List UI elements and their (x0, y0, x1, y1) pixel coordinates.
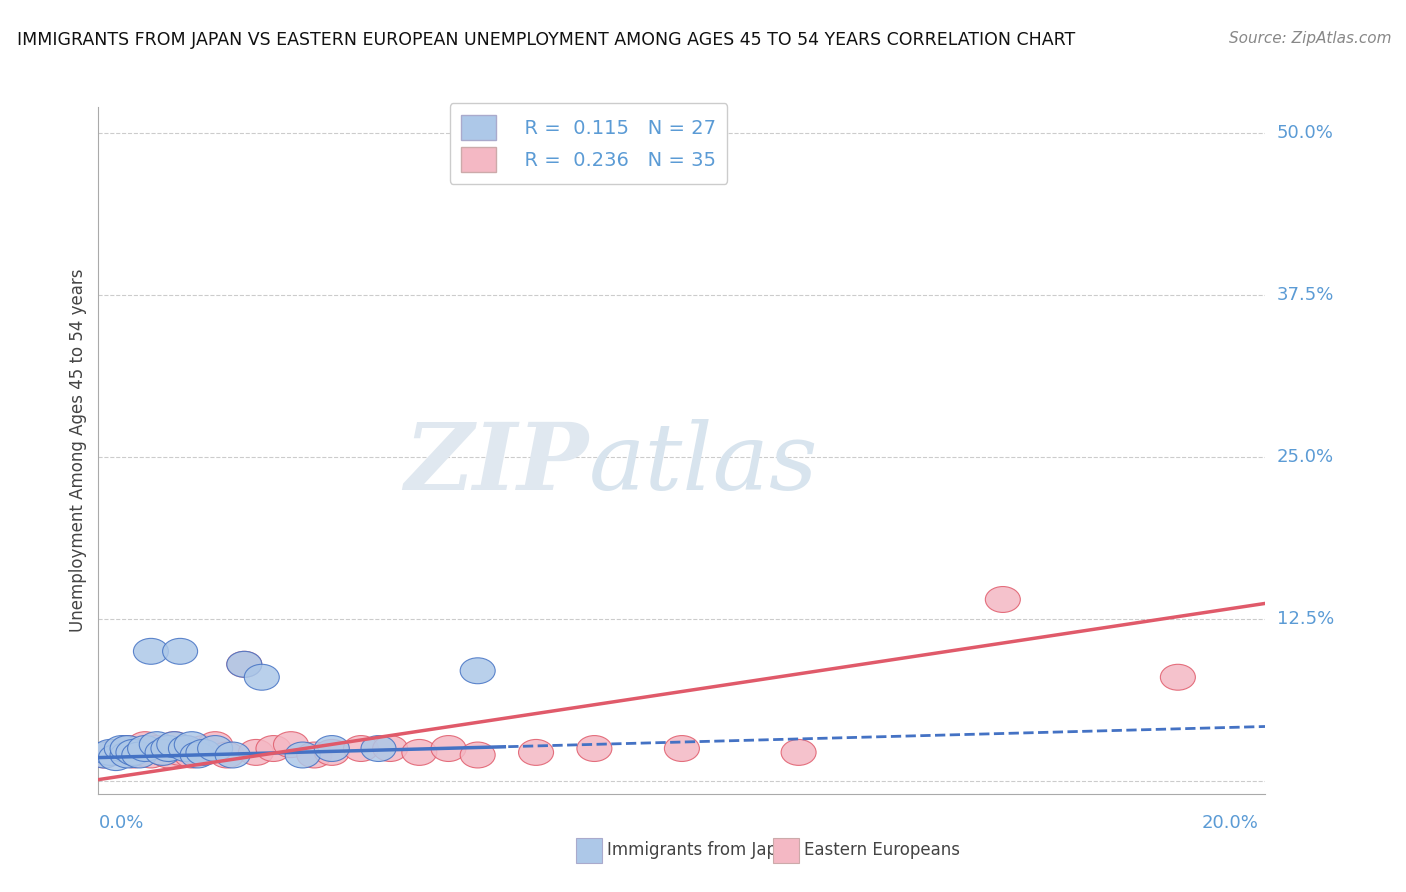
Ellipse shape (87, 742, 122, 768)
Ellipse shape (163, 739, 198, 765)
Ellipse shape (110, 736, 145, 762)
Ellipse shape (402, 739, 437, 765)
Ellipse shape (226, 651, 262, 677)
Ellipse shape (180, 742, 215, 768)
Ellipse shape (98, 745, 134, 771)
Ellipse shape (110, 742, 145, 768)
Y-axis label: Unemployment Among Ages 45 to 54 years: Unemployment Among Ages 45 to 54 years (69, 268, 87, 632)
Ellipse shape (297, 742, 332, 768)
Ellipse shape (115, 739, 150, 765)
Ellipse shape (315, 736, 349, 762)
Ellipse shape (186, 739, 221, 765)
Ellipse shape (110, 736, 145, 762)
Ellipse shape (139, 736, 174, 762)
Ellipse shape (163, 639, 198, 665)
Ellipse shape (274, 731, 308, 757)
Ellipse shape (1160, 665, 1195, 690)
Text: ZIP: ZIP (405, 419, 589, 509)
Ellipse shape (460, 742, 495, 768)
Ellipse shape (519, 739, 554, 765)
Text: Source: ZipAtlas.com: Source: ZipAtlas.com (1229, 31, 1392, 46)
Ellipse shape (150, 742, 186, 768)
Text: Immigrants from Japan: Immigrants from Japan (607, 841, 799, 859)
Ellipse shape (245, 665, 280, 690)
Ellipse shape (180, 739, 215, 765)
Ellipse shape (93, 739, 128, 765)
Ellipse shape (198, 731, 232, 757)
Ellipse shape (373, 736, 408, 762)
Ellipse shape (215, 742, 250, 768)
Ellipse shape (128, 736, 163, 762)
Ellipse shape (226, 651, 262, 677)
Ellipse shape (361, 736, 396, 762)
Text: atlas: atlas (589, 419, 818, 509)
Ellipse shape (665, 736, 699, 762)
Ellipse shape (134, 742, 169, 768)
Ellipse shape (285, 742, 321, 768)
Ellipse shape (87, 742, 122, 768)
Ellipse shape (186, 736, 221, 762)
Text: 50.0%: 50.0% (1277, 124, 1333, 142)
Ellipse shape (460, 657, 495, 684)
Ellipse shape (169, 736, 204, 762)
Ellipse shape (198, 736, 232, 762)
Text: 12.5%: 12.5% (1277, 610, 1334, 628)
Text: 37.5%: 37.5% (1277, 286, 1334, 304)
Ellipse shape (145, 739, 180, 765)
Text: 25.0%: 25.0% (1277, 448, 1334, 466)
Ellipse shape (315, 739, 349, 765)
Text: 0.0%: 0.0% (98, 814, 143, 831)
Text: IMMIGRANTS FROM JAPAN VS EASTERN EUROPEAN UNEMPLOYMENT AMONG AGES 45 TO 54 YEARS: IMMIGRANTS FROM JAPAN VS EASTERN EUROPEA… (17, 31, 1076, 49)
Ellipse shape (432, 736, 465, 762)
Legend:   R =  0.115   N = 27,   R =  0.236   N = 35: R = 0.115 N = 27, R = 0.236 N = 35 (450, 103, 727, 184)
Text: 20.0%: 20.0% (1202, 814, 1258, 831)
Ellipse shape (174, 742, 209, 768)
Ellipse shape (145, 739, 180, 765)
Ellipse shape (104, 736, 139, 762)
Ellipse shape (343, 736, 378, 762)
Ellipse shape (128, 731, 163, 757)
Ellipse shape (98, 739, 134, 765)
Ellipse shape (986, 587, 1021, 613)
Ellipse shape (139, 731, 174, 757)
Ellipse shape (115, 742, 150, 768)
Text: Eastern Europeans: Eastern Europeans (804, 841, 960, 859)
Ellipse shape (134, 639, 169, 665)
Ellipse shape (782, 739, 815, 765)
Ellipse shape (150, 736, 186, 762)
Ellipse shape (576, 736, 612, 762)
Ellipse shape (256, 736, 291, 762)
Ellipse shape (157, 731, 191, 757)
Ellipse shape (122, 739, 157, 765)
Ellipse shape (169, 736, 204, 762)
Ellipse shape (174, 731, 209, 757)
Ellipse shape (157, 731, 191, 757)
Ellipse shape (209, 742, 245, 768)
Ellipse shape (239, 739, 273, 765)
Ellipse shape (122, 742, 157, 768)
